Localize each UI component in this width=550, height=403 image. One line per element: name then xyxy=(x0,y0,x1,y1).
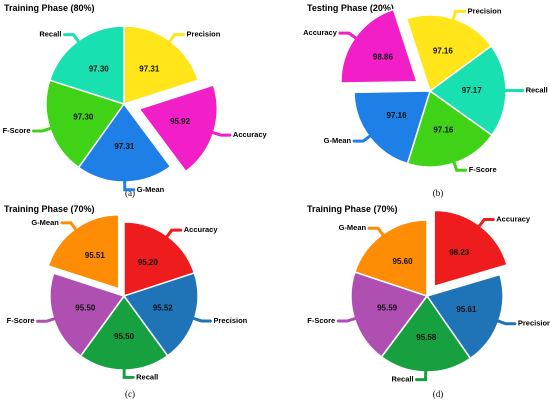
slice-value-label: 97.16 xyxy=(387,111,408,120)
panel-d-caption: (d) xyxy=(433,389,444,399)
slice-category-label: G-Mean xyxy=(31,218,59,227)
slice-leader-line xyxy=(209,130,232,137)
slice-category-label: Recall xyxy=(136,372,158,381)
panel-a-title: Training Phase (80%) xyxy=(4,3,95,13)
slice-leader-line xyxy=(338,31,359,41)
slice-category-label: G-Mean xyxy=(339,223,367,232)
slice-leader-line xyxy=(367,226,386,238)
slice-leader-line xyxy=(352,133,373,143)
slice-value-label: 95.60 xyxy=(393,257,414,266)
panel-b-caption: (b) xyxy=(433,188,444,198)
panel-c-caption: (c) xyxy=(125,389,135,399)
slice-value-label: 95.59 xyxy=(377,304,398,313)
panel-a-caption: (a) xyxy=(125,188,135,198)
slice-category-label: Precision xyxy=(187,30,221,39)
panel-b-title: Testing Phase (20%) xyxy=(307,3,394,13)
slice-category-label: G-Mean xyxy=(137,185,165,194)
slice-category-label: Recall xyxy=(391,375,413,384)
pie-slice-accuracy xyxy=(340,8,419,84)
slice-category-label: Precision xyxy=(213,316,247,325)
slice-category-label: F-Score xyxy=(7,316,35,325)
slice-value-label: 95.92 xyxy=(170,117,191,126)
slice-value-label: 95.52 xyxy=(153,304,174,313)
slice-value-label: 98.86 xyxy=(373,53,394,62)
slice-leader-line xyxy=(190,316,212,323)
slice-leader-line xyxy=(476,217,495,229)
slice-value-label: 97.17 xyxy=(462,86,483,95)
slice-category-label: F-Score xyxy=(3,126,31,135)
slice-leader-line xyxy=(32,126,54,133)
slice-leader-line xyxy=(60,221,78,233)
slice-leader-line xyxy=(123,178,136,192)
slice-value-label: 95.50 xyxy=(114,332,135,341)
panel-c-title: Training Phase (70%) xyxy=(4,204,95,214)
pie-panels: 97.31Precision95.92Accuracy97.31G-Mean97… xyxy=(3,6,550,383)
pie-panel-c: 95.20 Accuracy 95.52 Precision 95.50 Recall 95… xyxy=(7,213,248,381)
slice-value-label: 95.58 xyxy=(416,333,437,342)
slice-category-label: Accuracy xyxy=(184,225,219,234)
slice-value-label: 97.30 xyxy=(73,113,94,122)
slice-value-label: 97.16 xyxy=(433,126,454,135)
slice-leader-line xyxy=(495,318,517,326)
slice-category-label: Accuracy xyxy=(496,214,531,223)
slice-category-label: F-Score xyxy=(307,316,335,325)
slice-category-label: G-Mean xyxy=(324,136,352,145)
slice-value-label: 95.51 xyxy=(85,251,106,260)
slice-leader-line xyxy=(167,33,186,45)
slice-leader-line xyxy=(62,33,81,45)
slice-leader-line xyxy=(451,9,467,23)
pie-panel-a: 97.31 Precision 95.92 Accuracy 97.31 G-Mean 97… xyxy=(3,25,268,194)
slice-value-label: 97.30 xyxy=(89,64,110,73)
slice-category-label: F-Score xyxy=(469,165,497,174)
pie-panel-b: 97.16 Precision 97.17 Recall 97.16 F-Score 97.… xyxy=(303,6,548,174)
slice-value-label: 97.16 xyxy=(433,46,454,55)
slice-leader-line xyxy=(415,368,428,382)
pie-panel-d: 98.23 Accuracy 95.61 Precision 95.58 Recall 95… xyxy=(307,209,550,384)
slice-leader-line xyxy=(122,366,135,379)
slice-leader-line xyxy=(336,316,359,323)
slice-value-label: 95.20 xyxy=(138,258,159,267)
slice-category-label: Accuracy xyxy=(233,130,268,139)
slice-value-label: 98.23 xyxy=(449,248,470,257)
slice-category-label: Recall xyxy=(39,30,61,39)
slice-leader-line xyxy=(452,159,468,172)
slice-category-label: Precision xyxy=(518,319,550,328)
slice-value-label: 95.61 xyxy=(456,305,477,314)
panel-d-title: Training Phase (70%) xyxy=(307,204,398,214)
slice-value-label: 97.31 xyxy=(114,142,135,151)
slice-leader-line xyxy=(36,316,58,323)
slice-value-label: 97.31 xyxy=(139,64,160,73)
slice-value-label: 95.50 xyxy=(75,304,96,313)
slice-leader-line xyxy=(164,228,183,240)
slice-category-label: Accuracy xyxy=(303,28,338,37)
slice-category-label: Recall xyxy=(526,85,548,94)
slice-category-label: Precision xyxy=(468,6,502,15)
